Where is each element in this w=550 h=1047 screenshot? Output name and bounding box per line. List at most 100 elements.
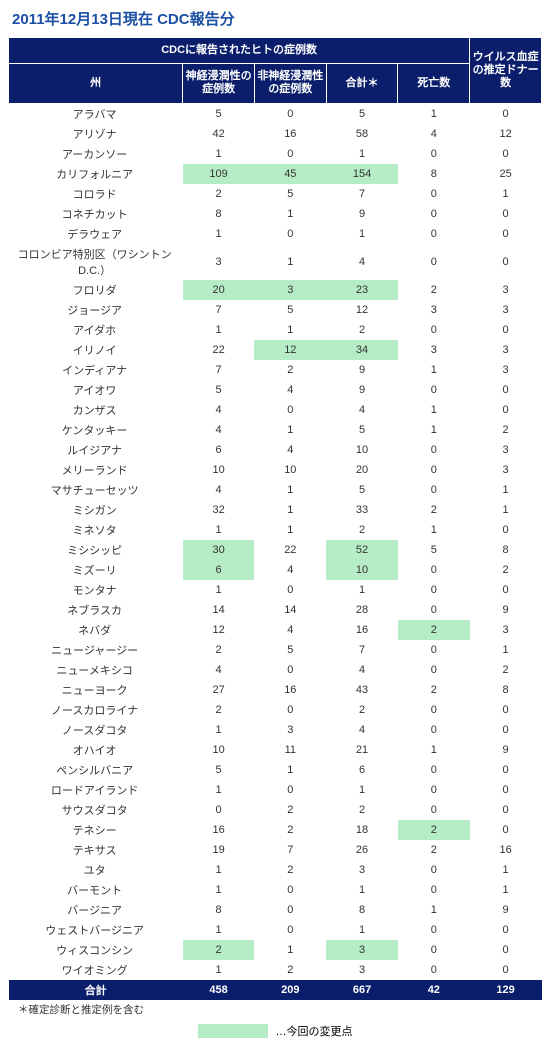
state-cell: ケンタッキー — [9, 420, 183, 440]
value-cell: 28 — [326, 600, 398, 620]
value-cell: 1 — [183, 520, 255, 540]
table-row: サウスダコタ02200 — [9, 800, 542, 820]
value-cell: 1 — [326, 144, 398, 164]
value-cell: 0 — [470, 580, 542, 600]
value-cell: 1 — [254, 520, 326, 540]
value-cell: 12 — [326, 300, 398, 320]
value-cell: 0 — [470, 920, 542, 940]
value-cell: 2 — [398, 840, 470, 860]
value-cell: 0 — [183, 800, 255, 820]
value-cell: 0 — [398, 380, 470, 400]
value-cell: 2 — [398, 820, 470, 840]
value-cell: 7 — [254, 840, 326, 860]
value-cell: 5 — [254, 184, 326, 204]
col-total: 合計＊ — [326, 64, 398, 103]
col-nonneuro: 非神経浸潤性の症例数 — [254, 64, 326, 103]
value-cell: 19 — [183, 840, 255, 860]
value-cell: 0 — [398, 204, 470, 224]
total-value: 129 — [470, 980, 542, 1000]
value-cell: 3 — [254, 280, 326, 300]
value-cell: 21 — [326, 740, 398, 760]
value-cell: 3 — [470, 340, 542, 360]
table-row: アリゾナ421658412 — [9, 124, 542, 144]
value-cell: 4 — [254, 560, 326, 580]
total-value: 209 — [254, 980, 326, 1000]
value-cell: 1 — [183, 920, 255, 940]
value-cell: 3 — [398, 340, 470, 360]
table-row: インディアナ72913 — [9, 360, 542, 380]
value-cell: 1 — [326, 224, 398, 244]
value-cell: 5 — [183, 760, 255, 780]
value-cell: 1 — [183, 224, 255, 244]
value-cell: 1 — [183, 320, 255, 340]
value-cell: 16 — [470, 840, 542, 860]
table-row: イリノイ22123433 — [9, 340, 542, 360]
value-cell: 1 — [254, 500, 326, 520]
state-cell: ユタ — [9, 860, 183, 880]
state-cell: ジョージア — [9, 300, 183, 320]
value-cell: 32 — [183, 500, 255, 520]
value-cell: 16 — [254, 680, 326, 700]
value-cell: 5 — [326, 103, 398, 124]
table-row: コロンビア特別区（ワシントンD.C.）31400 — [9, 244, 542, 280]
total-value: 42 — [398, 980, 470, 1000]
value-cell: 1 — [398, 740, 470, 760]
state-cell: サウスダコタ — [9, 800, 183, 820]
value-cell: 4 — [326, 400, 398, 420]
value-cell: 0 — [398, 580, 470, 600]
value-cell: 0 — [254, 900, 326, 920]
state-cell: モンタナ — [9, 580, 183, 600]
state-cell: テキサス — [9, 840, 183, 860]
table-row: ネバダ1241623 — [9, 620, 542, 640]
value-cell: 0 — [398, 460, 470, 480]
value-cell: 3 — [470, 300, 542, 320]
table-row: ワイオミング12300 — [9, 960, 542, 980]
table-row: ノースカロライナ20200 — [9, 700, 542, 720]
value-cell: 0 — [470, 320, 542, 340]
value-cell: 2 — [254, 360, 326, 380]
value-cell: 10 — [326, 560, 398, 580]
value-cell: 1 — [254, 940, 326, 960]
table-row: ペンシルバニア51600 — [9, 760, 542, 780]
value-cell: 2 — [398, 620, 470, 640]
value-cell: 5 — [183, 103, 255, 124]
value-cell: 0 — [254, 880, 326, 900]
state-cell: ネバダ — [9, 620, 183, 640]
value-cell: 58 — [326, 124, 398, 144]
state-cell: メリーランド — [9, 460, 183, 480]
value-cell: 30 — [183, 540, 255, 560]
state-cell: アラバマ — [9, 103, 183, 124]
col-donors: ウイルス血症の推定ドナー数 — [470, 38, 542, 104]
value-cell: 2 — [254, 960, 326, 980]
table-row: ミシガン3213321 — [9, 500, 542, 520]
value-cell: 5 — [254, 300, 326, 320]
value-cell: 23 — [326, 280, 398, 300]
value-cell: 2 — [398, 500, 470, 520]
value-cell: 0 — [470, 720, 542, 740]
value-cell: 0 — [470, 520, 542, 540]
value-cell: 0 — [254, 660, 326, 680]
value-cell: 0 — [254, 103, 326, 124]
state-cell: マサチューセッツ — [9, 480, 183, 500]
value-cell: 0 — [470, 780, 542, 800]
value-cell: 4 — [183, 420, 255, 440]
value-cell: 6 — [183, 440, 255, 460]
value-cell: 9 — [470, 740, 542, 760]
value-cell: 11 — [254, 740, 326, 760]
value-cell: 1 — [254, 244, 326, 280]
table-row: カンザス40410 — [9, 400, 542, 420]
value-cell: 16 — [326, 620, 398, 640]
value-cell: 9 — [470, 600, 542, 620]
value-cell: 2 — [326, 700, 398, 720]
state-cell: バージニア — [9, 900, 183, 920]
state-cell: アーカンソー — [9, 144, 183, 164]
total-value: 667 — [326, 980, 398, 1000]
value-cell: 7 — [183, 300, 255, 320]
value-cell: 18 — [326, 820, 398, 840]
value-cell: 5 — [326, 480, 398, 500]
table-row: ニュージャージー25701 — [9, 640, 542, 660]
value-cell: 1 — [254, 204, 326, 224]
value-cell: 12 — [470, 124, 542, 144]
table-row: テキサス19726216 — [9, 840, 542, 860]
value-cell: 8 — [398, 164, 470, 184]
